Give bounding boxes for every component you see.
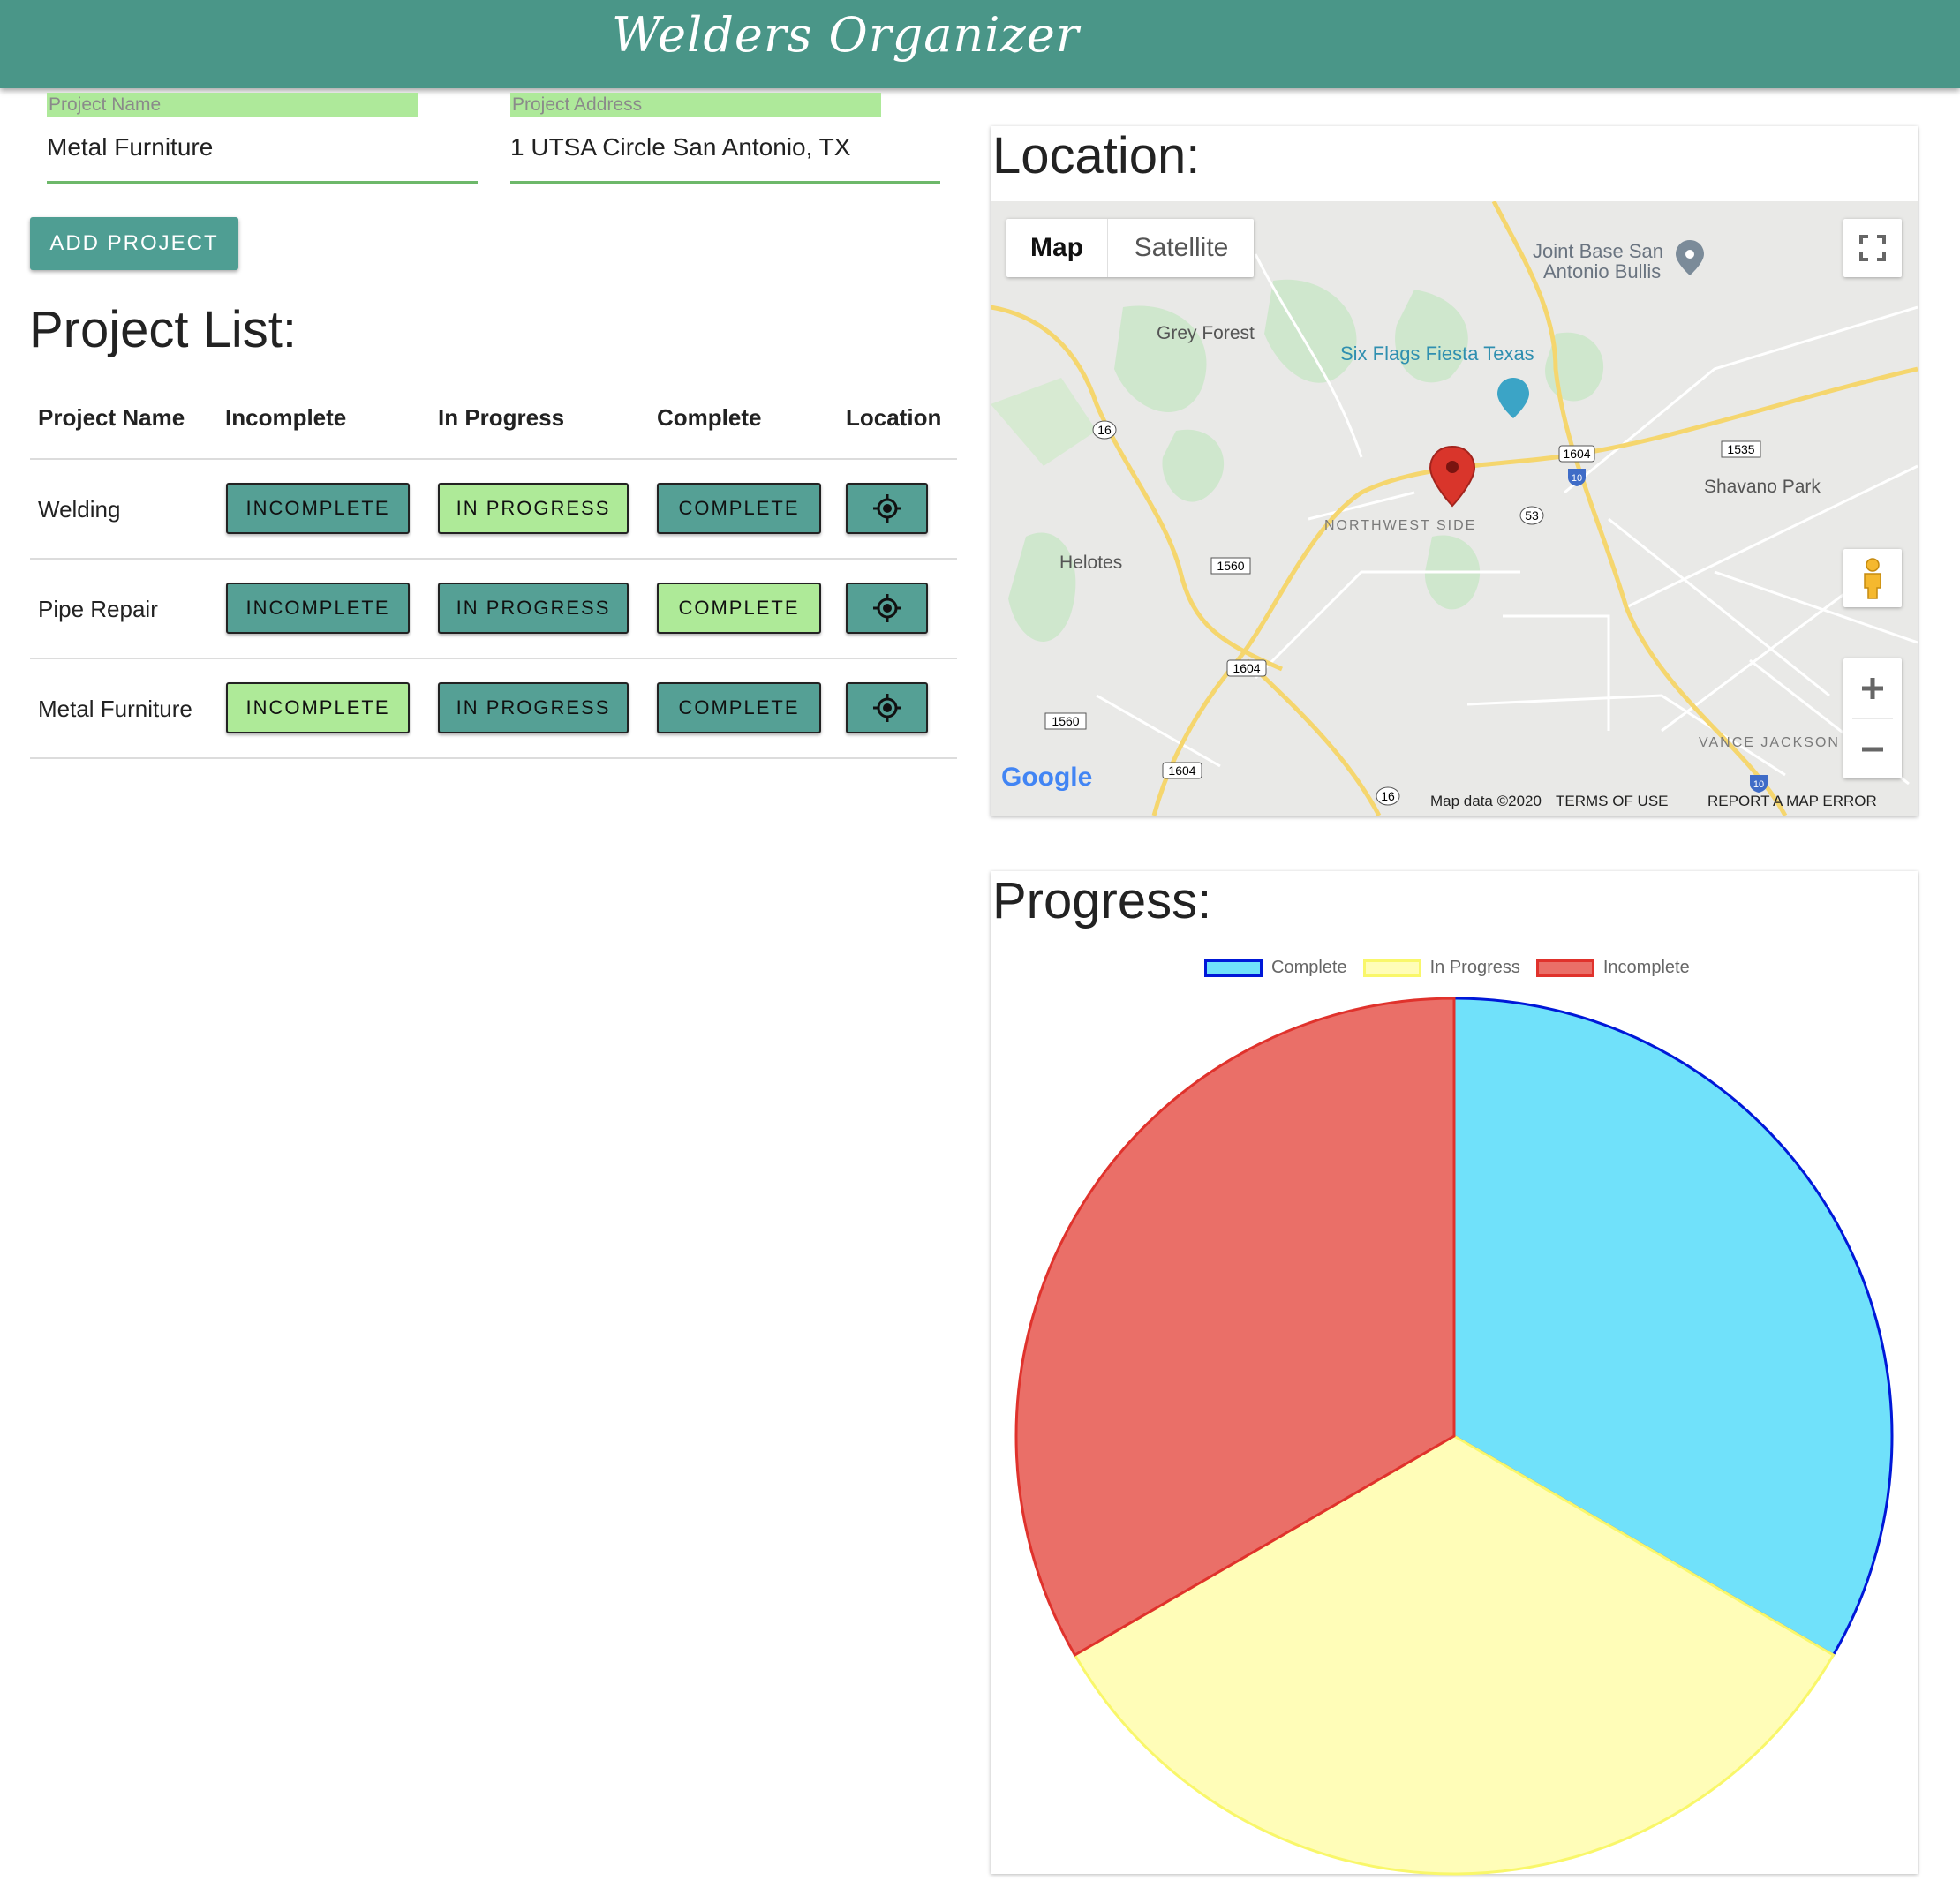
project-name-underline (47, 181, 478, 184)
add-project-button[interactable]: ADD PROJECT (30, 217, 238, 270)
location-button[interactable] (846, 682, 928, 733)
zoom-out-icon[interactable] (1843, 718, 1902, 778)
location-title: Location: (992, 127, 1201, 184)
map-green-area (1114, 305, 1207, 412)
place-icon (1676, 240, 1704, 275)
project-address-field[interactable]: Project Address 1 UTSA Circle San Antoni… (510, 93, 940, 278)
map-type-satellite-tab[interactable]: Satellite (1107, 219, 1255, 277)
crosshair-icon (872, 494, 901, 523)
legend-swatch-incomplete (1535, 959, 1594, 977)
road-shield: 1560 (1052, 714, 1079, 728)
app-title: Welders Organizer (612, 7, 1080, 63)
road-shield: 53 (1525, 508, 1539, 523)
location-button[interactable] (846, 583, 928, 634)
pegman-button[interactable] (1843, 549, 1902, 607)
in-progress-button[interactable]: IN PROGRESS (438, 682, 629, 733)
header-location: Location (846, 404, 942, 431)
google-logo: Google (1001, 763, 1093, 792)
road-shield: 16 (1381, 789, 1395, 803)
map-terms-link[interactable]: TERMS OF USE (1556, 793, 1669, 809)
fullscreen-icon (1859, 235, 1886, 261)
project-name-input[interactable]: Metal Furniture (47, 133, 214, 161)
zoom-svg (1843, 658, 1902, 778)
project-address-label: Project Address (510, 93, 881, 117)
map-type-control[interactable]: Map Satellite (1006, 219, 1254, 277)
map-road-shields: 16 1604 10 1535 53 1560 1604 1560 1604 1… (1044, 420, 1768, 806)
table-divider (30, 558, 957, 560)
chart-legend: Complete In Progress Incomplete (1204, 958, 1690, 978)
road-shield: 16 (1097, 423, 1112, 437)
progress-title: Progress: (992, 872, 1212, 929)
map-report-error-link[interactable]: REPORT A MAP ERROR (1707, 793, 1877, 809)
legend-swatch-in-progress (1362, 959, 1421, 977)
location-button[interactable] (846, 483, 928, 534)
header-incomplete: Incomplete (225, 404, 347, 431)
header-in-progress: In Progress (438, 404, 565, 431)
project-name-cell: Pipe Repair (38, 596, 158, 622)
legend-swatch-complete (1204, 959, 1263, 977)
map-label-northwest-side: NORTHWEST SIDE (1324, 518, 1477, 533)
map-label-joint-base-2: Antonio Bullis (1543, 260, 1662, 282)
map-green-area (1395, 290, 1468, 383)
incomplete-button[interactable]: INCOMPLETE (226, 583, 410, 634)
legend-label-in-progress: In Progress (1429, 958, 1520, 977)
crosshair-icon (872, 594, 901, 622)
map-label-six-flags: Six Flags Fiesta Texas (1340, 342, 1534, 365)
incomplete-button[interactable]: INCOMPLETE (226, 682, 410, 733)
pie-slice-complete (1452, 997, 1894, 1658)
map-label-vance-jackson: VANCE JACKSON (1699, 735, 1840, 750)
map-label-shavano-park: Shavano Park (1704, 477, 1821, 497)
zoom-control[interactable] (1843, 658, 1902, 778)
road-shield: 1560 (1217, 559, 1244, 573)
legend-label-complete: Complete (1271, 958, 1347, 977)
table-divider (30, 658, 957, 659)
project-list-title: Project List: (29, 301, 297, 358)
road-shield: 1604 (1233, 661, 1260, 675)
fullscreen-button[interactable] (1843, 219, 1902, 277)
table-divider (30, 458, 957, 460)
road-shield: 1604 (1563, 447, 1590, 461)
in-progress-button[interactable]: IN PROGRESS (438, 583, 629, 634)
header-project-name: Project Name (38, 404, 185, 431)
road-shield: 1535 (1727, 442, 1754, 456)
road-shield: 1604 (1168, 763, 1195, 778)
project-name-cell: Welding (38, 496, 121, 523)
map-green-area (1264, 279, 1357, 383)
in-progress-button[interactable]: IN PROGRESS (438, 483, 629, 534)
crosshair-icon (872, 694, 901, 722)
map-canvas[interactable]: 16 1604 10 1535 53 1560 1604 1560 1604 1… (991, 201, 1918, 816)
road-shield: 10 (1572, 473, 1582, 484)
table-divider (30, 757, 957, 759)
map-marker-icon[interactable] (1429, 445, 1476, 508)
amusement-park-icon (1497, 378, 1529, 418)
map-label-joint-base-1: Joint Base San (1533, 240, 1663, 262)
pie-slice-incomplete (1014, 997, 1456, 1658)
pegman-icon (1864, 558, 1881, 599)
header-complete: Complete (657, 404, 762, 431)
legend-label-incomplete: Incomplete (1602, 958, 1690, 977)
project-name-cell: Metal Furniture (38, 696, 192, 722)
project-address-underline (510, 181, 940, 184)
complete-button[interactable]: COMPLETE (657, 682, 821, 733)
map-label-helotes: Helotes (1059, 553, 1123, 573)
project-name-field[interactable]: Project Name Metal Furniture (47, 93, 478, 278)
map-type-map-tab[interactable]: Map (1030, 233, 1083, 262)
app-bar: Welders Organizer (0, 0, 1960, 88)
project-name-label: Project Name (47, 93, 418, 117)
map[interactable]: 16 1604 10 1535 53 1560 1604 1560 1604 1… (991, 201, 1918, 816)
project-address-input[interactable]: 1 UTSA Circle San Antonio, TX (510, 133, 851, 161)
map-label-grey-forest: Grey Forest (1157, 323, 1255, 343)
map-green-area (1162, 429, 1225, 502)
road-shield: 10 (1753, 779, 1764, 790)
map-background (991, 201, 1918, 816)
progress-pie-chart (1014, 997, 1894, 1876)
complete-button[interactable]: COMPLETE (657, 483, 821, 534)
map-attribution: Map data ©2020 (1430, 793, 1542, 809)
incomplete-button[interactable]: INCOMPLETE (226, 483, 410, 534)
complete-button[interactable]: COMPLETE (657, 583, 821, 634)
map-green-area (991, 378, 1097, 466)
zoom-in-icon[interactable] (1843, 658, 1902, 718)
map-highways (991, 201, 1918, 816)
map-green-area (1008, 532, 1076, 642)
